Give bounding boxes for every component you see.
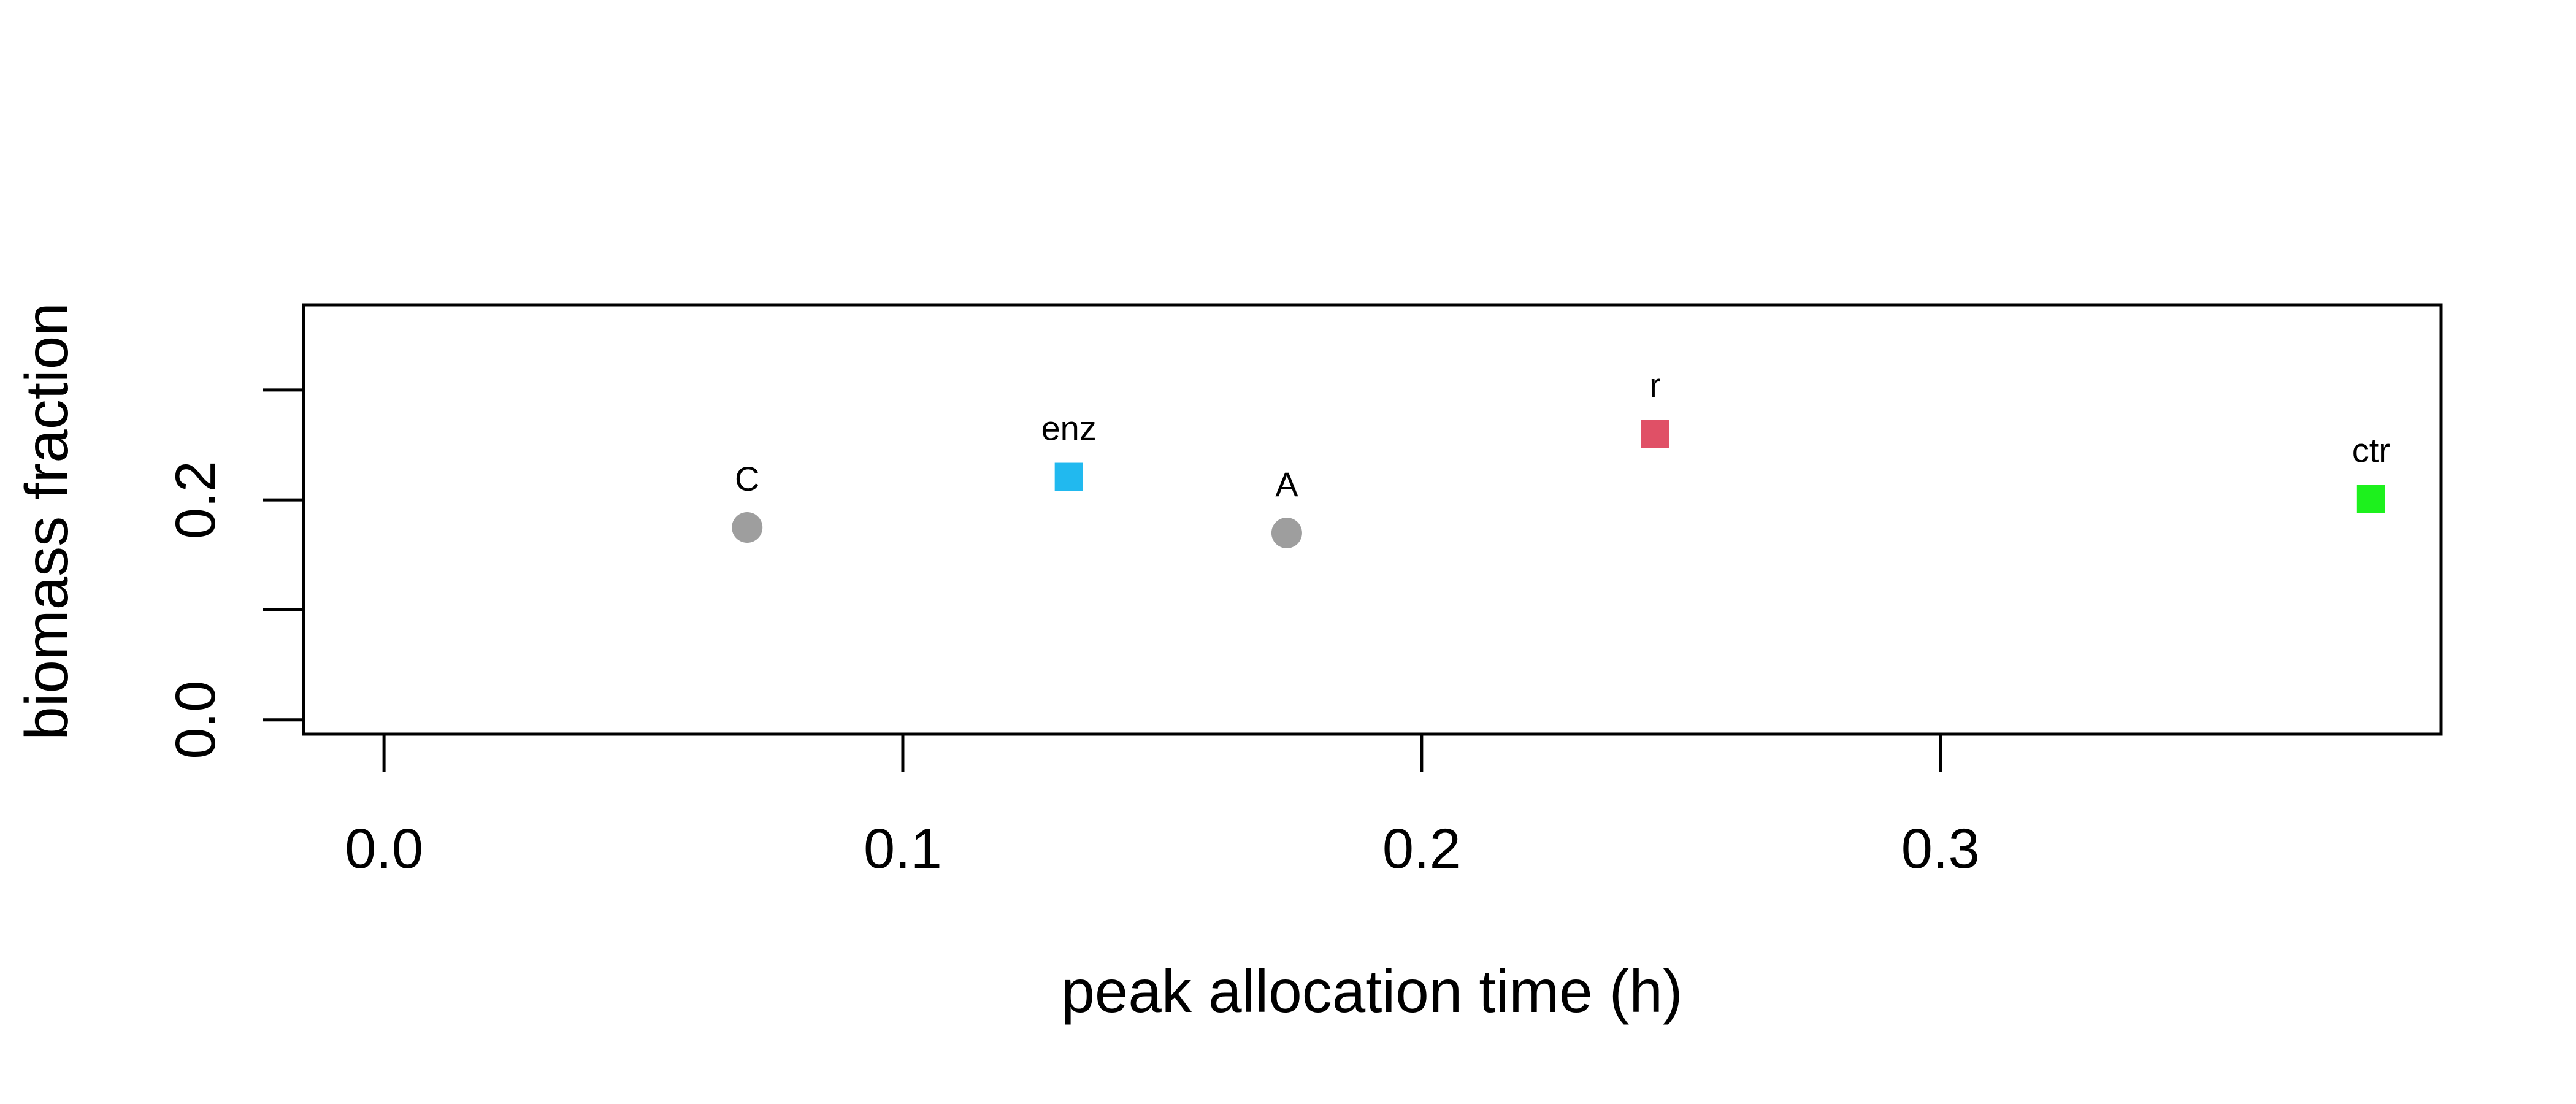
x-tick-label: 0.1 — [864, 818, 942, 880]
data-point-C — [732, 512, 763, 543]
data-point-enz — [1054, 462, 1083, 491]
y-tick-label: 0.2 — [164, 461, 227, 539]
point-label-r: r — [1649, 366, 1661, 405]
data-point-r — [1641, 420, 1669, 448]
point-label-C: C — [735, 459, 759, 498]
y-tick-label: 0.0 — [164, 681, 227, 759]
point-label-A: A — [1275, 465, 1298, 504]
x-axis: 0.0 0.1 0.2 0.3 — [345, 732, 1980, 880]
data-point-ctr — [2356, 485, 2385, 513]
x-tick-label: 0.0 — [345, 818, 423, 880]
x-tick-label: 0.3 — [1901, 818, 1980, 880]
y-axis-title: biomass fraction — [13, 302, 80, 740]
plot-frame — [302, 303, 2443, 736]
x-axis-title: peak allocation time (h) — [1061, 957, 1682, 1025]
x-tick-label: 0.2 — [1382, 818, 1461, 880]
y-axis: 0.0 0.2 — [164, 388, 305, 759]
data-point-A — [1271, 517, 1302, 548]
point-label-ctr: ctr — [2352, 431, 2390, 469]
point-label-enz: enz — [1041, 409, 1097, 448]
